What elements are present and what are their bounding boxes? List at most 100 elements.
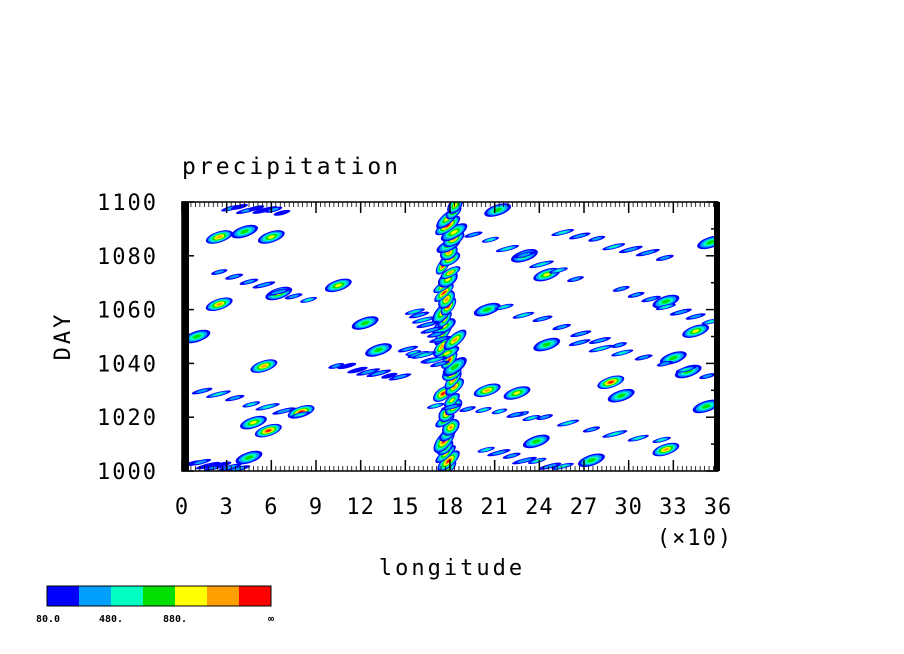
- rain-cell: [652, 294, 680, 309]
- rain-band-cell: [440, 266, 461, 280]
- rain-cell: [235, 450, 263, 465]
- rain-streak-cell: [652, 436, 671, 444]
- rain-streak-cell: [669, 308, 692, 316]
- rain-streak-cell: [266, 288, 291, 296]
- rain-cell: [365, 343, 392, 357]
- rain-cell: [692, 399, 718, 414]
- x-tick-label: 36: [704, 495, 733, 520]
- rain-streak-cell: [611, 342, 627, 348]
- x-tick-label: 6: [264, 495, 278, 520]
- rain-streak-cell: [404, 308, 425, 315]
- rain-streak-cell: [557, 419, 580, 427]
- rain-streak-cell: [272, 407, 296, 415]
- colorbar-label: 80.0: [36, 614, 60, 625]
- x-tick-label: 30: [614, 495, 643, 520]
- rain-streak-cell: [522, 414, 541, 422]
- rain-cell: [231, 224, 258, 239]
- chart-title: precipitation: [182, 154, 401, 180]
- rain-streak-cell: [252, 281, 276, 289]
- x-tick-label: 0: [175, 495, 189, 520]
- rain-streak-cell: [495, 244, 520, 253]
- rain-streak-cell: [588, 337, 611, 344]
- x-tick-label: 21: [480, 495, 509, 520]
- rain-streak-cell: [430, 360, 450, 368]
- rain-streak-cell: [388, 373, 412, 381]
- rain-band-cell: [440, 223, 468, 242]
- rain-streak-cell: [685, 313, 706, 320]
- rain-streak-cell: [655, 254, 674, 261]
- x-axis-label: longitude: [379, 556, 525, 581]
- rain-streak-cell: [618, 245, 643, 254]
- rain-cell: [597, 375, 625, 390]
- rain-streak-cell: [242, 401, 261, 408]
- rain-streak-cell: [532, 315, 553, 323]
- rain-streak-cell: [570, 330, 592, 338]
- rain-streak-cell: [337, 362, 357, 370]
- colorbar: [46, 585, 272, 607]
- rain-streak-cell: [440, 403, 463, 411]
- rain-streak-cell: [231, 203, 248, 210]
- x-tick-label: 27: [570, 495, 599, 520]
- rain-streak-cell: [239, 278, 259, 285]
- y-tick-label: 1080: [97, 245, 158, 270]
- rain-cell: [183, 329, 211, 344]
- rain-streak-cell: [347, 366, 368, 374]
- rain-band-cell: [437, 450, 460, 471]
- rain-streak-cell: [195, 461, 221, 470]
- colorbar-swatch: [47, 586, 79, 606]
- rain-streak-cell: [494, 303, 514, 311]
- rain-streak-cell: [602, 243, 626, 251]
- rain-cell: [250, 359, 278, 373]
- rain-streak-cell: [191, 387, 213, 395]
- rain-streak-cell: [290, 411, 311, 418]
- rain-streak-cell: [538, 462, 562, 470]
- rain-streak-cell: [627, 434, 649, 442]
- y-tick-label: 1060: [97, 299, 158, 324]
- colorbar-swatch: [239, 586, 271, 606]
- rain-cell: [503, 386, 531, 400]
- rain-cell: [473, 302, 501, 317]
- rain-streak-cell: [699, 373, 716, 380]
- rain-streak-cell: [211, 269, 228, 275]
- rain-streak-cell: [567, 276, 584, 283]
- rain-streak-cell: [405, 350, 422, 356]
- colorbar-label: ∞: [268, 614, 274, 625]
- rain-band-cell: [438, 290, 455, 309]
- x-tick-label: 12: [346, 495, 375, 520]
- rain-streak-cell: [408, 311, 430, 319]
- y-tick-label: 1020: [97, 406, 158, 431]
- rain-streak-cell: [611, 349, 634, 357]
- rain-streak-cell: [381, 372, 398, 379]
- y-tick-label: 1000: [97, 460, 158, 485]
- rain-streak-cell: [568, 339, 591, 347]
- rain-streak-cell: [588, 344, 614, 353]
- rain-cell: [682, 324, 710, 338]
- rain-streak-cell: [656, 360, 673, 367]
- colorbar-swatch: [207, 586, 239, 606]
- rain-streak-cell: [422, 356, 447, 364]
- rain-streak-cell: [411, 316, 435, 324]
- rain-band-cell: [442, 357, 467, 377]
- rain-streak-cell: [411, 351, 437, 359]
- rain-streak-cell: [427, 331, 446, 338]
- rain-streak-cell: [255, 403, 280, 411]
- rain-band-cell: [444, 393, 460, 408]
- rain-streak-cell: [602, 430, 628, 438]
- y-axis-label: DAY: [51, 312, 76, 361]
- rain-streak-cell: [300, 296, 317, 303]
- colorbar-swatch: [175, 586, 207, 606]
- rain-streak-cell: [512, 311, 535, 319]
- x-tick-label: 33: [659, 495, 688, 520]
- rain-streak-cell: [487, 449, 511, 457]
- rain-band-cell: [435, 215, 461, 236]
- rain-cell: [205, 297, 233, 312]
- rain-streak-cell: [552, 323, 571, 331]
- x-minor-ticks: [181, 202, 719, 471]
- x-tick-label: 18: [436, 495, 465, 520]
- rain-streak-cell: [273, 209, 291, 216]
- rain-streak-cell: [536, 414, 553, 421]
- rain-cell: [351, 316, 379, 330]
- rain-streak-cell: [475, 407, 492, 413]
- rain-streak-cell: [366, 369, 392, 378]
